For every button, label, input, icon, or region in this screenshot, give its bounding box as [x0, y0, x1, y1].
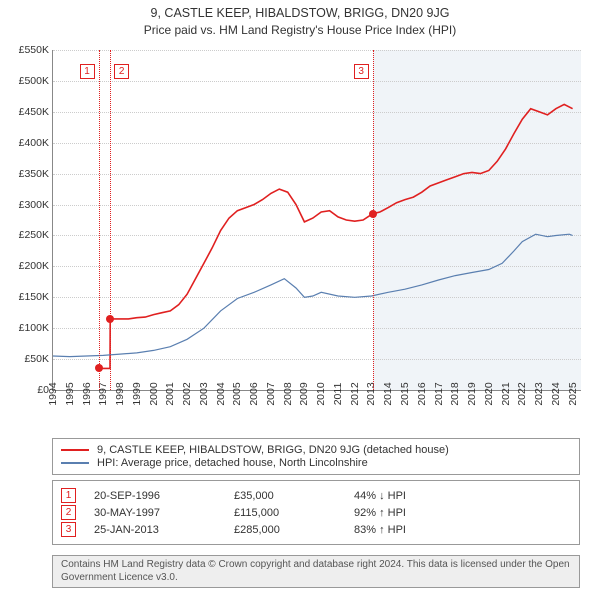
y-tick-label: £400K: [1, 137, 49, 149]
sale-date: 30-MAY-1997: [94, 507, 234, 519]
chart-svg: [53, 50, 581, 390]
chart-container: 9, CASTLE KEEP, HIBALDSTOW, BRIGG, DN20 …: [0, 0, 600, 590]
sale-date: 25-JAN-2013: [94, 524, 234, 536]
x-tick-label: 2019: [466, 382, 478, 405]
y-tick-label: £100K: [1, 322, 49, 334]
sale-row: 1 20-SEP-1996£35,00044% ↓ HPI: [61, 488, 571, 503]
sale-dot: [95, 364, 103, 372]
legend-label: HPI: Average price, detached house, Nort…: [97, 457, 368, 469]
sale-marker-icon: 1: [61, 488, 76, 503]
x-tick-label: 2012: [349, 382, 361, 405]
sales-table: 1 20-SEP-1996£35,00044% ↓ HPI 2 30-MAY-1997…: [52, 480, 580, 545]
x-tick-label: 2011: [332, 383, 344, 406]
x-tick-label: 2023: [533, 382, 545, 405]
y-tick-label: £450K: [1, 106, 49, 118]
title-sub: Price paid vs. HM Land Registry's House …: [0, 23, 600, 37]
y-tick-label: £500K: [1, 75, 49, 87]
x-tick-label: 2024: [550, 382, 562, 405]
legend-swatch: [61, 462, 89, 464]
x-tick-label: 2008: [282, 382, 294, 405]
sale-row: 2 30-MAY-1997£115,00092% ↑ HPI: [61, 505, 571, 520]
x-tick-label: 2001: [164, 382, 176, 405]
chart: £0£50K£100K£150K£200K£250K£300K£350K£400…: [52, 50, 580, 430]
legend: 9, CASTLE KEEP, HIBALDSTOW, BRIGG, DN20 …: [52, 438, 580, 475]
x-tick-label: 1996: [81, 382, 93, 405]
legend-label: 9, CASTLE KEEP, HIBALDSTOW, BRIGG, DN20 …: [97, 444, 449, 456]
legend-row: HPI: Average price, detached house, Nort…: [61, 457, 571, 469]
x-tick-label: 1994: [47, 382, 59, 405]
y-tick-label: £250K: [1, 229, 49, 241]
sale-vline: [99, 50, 100, 390]
x-tick-label: 2021: [500, 382, 512, 405]
x-tick-label: 1998: [114, 382, 126, 405]
x-tick-label: 2018: [449, 382, 461, 405]
sale-vline: [373, 50, 374, 390]
sale-marker-icon: 2: [61, 505, 76, 520]
x-tick-label: 2025: [567, 382, 579, 405]
sale-vline: [110, 50, 111, 390]
y-tick-label: £300K: [1, 199, 49, 211]
sale-marker-box: 3: [354, 64, 369, 79]
x-tick-label: 2005: [231, 382, 243, 405]
sale-dot: [369, 210, 377, 218]
x-tick-label: 2017: [433, 382, 445, 405]
x-tick-label: 2015: [399, 382, 411, 405]
y-tick-label: £0: [1, 384, 49, 396]
sale-date: 20-SEP-1996: [94, 490, 234, 502]
x-tick-label: 2004: [215, 382, 227, 405]
y-tick-label: £550K: [1, 44, 49, 56]
sale-hpi: 44% ↓ HPI: [354, 490, 571, 502]
x-tick-label: 2007: [265, 382, 277, 405]
x-tick-label: 2014: [382, 382, 394, 405]
y-tick-label: £200K: [1, 260, 49, 272]
legend-swatch: [61, 449, 89, 451]
y-tick-label: £150K: [1, 291, 49, 303]
series-line: [53, 234, 573, 356]
sale-hpi: 83% ↑ HPI: [354, 524, 571, 536]
plot-area: £0£50K£100K£150K£200K£250K£300K£350K£400…: [52, 50, 581, 391]
x-tick-label: 2000: [148, 382, 160, 405]
sale-hpi: 92% ↑ HPI: [354, 507, 571, 519]
x-tick-label: 1995: [64, 382, 76, 405]
x-tick-label: 2013: [365, 382, 377, 405]
y-tick-label: £350K: [1, 168, 49, 180]
x-tick-label: 2002: [181, 382, 193, 405]
attribution: Contains HM Land Registry data © Crown c…: [52, 555, 580, 588]
sale-marker-icon: 3: [61, 522, 76, 537]
x-tick-label: 2016: [416, 382, 428, 405]
x-tick-label: 2020: [483, 382, 495, 405]
sale-price: £115,000: [234, 507, 354, 519]
sale-marker-box: 2: [114, 64, 129, 79]
sale-row: 3 25-JAN-2013£285,00083% ↑ HPI: [61, 522, 571, 537]
x-tick-label: 2022: [516, 382, 528, 405]
x-tick-label: 2009: [298, 382, 310, 405]
x-tick-label: 1999: [131, 382, 143, 405]
sale-dot: [106, 315, 114, 323]
titles: 9, CASTLE KEEP, HIBALDSTOW, BRIGG, DN20 …: [0, 0, 600, 37]
y-tick-label: £50K: [1, 353, 49, 365]
sale-price: £285,000: [234, 524, 354, 536]
sale-price: £35,000: [234, 490, 354, 502]
x-tick-label: 2006: [248, 382, 260, 405]
legend-row: 9, CASTLE KEEP, HIBALDSTOW, BRIGG, DN20 …: [61, 444, 571, 456]
x-tick-label: 2003: [198, 382, 210, 405]
x-tick-label: 2010: [315, 382, 327, 405]
title-main: 9, CASTLE KEEP, HIBALDSTOW, BRIGG, DN20 …: [0, 6, 600, 20]
series-line: [99, 104, 573, 368]
sale-marker-box: 1: [80, 64, 95, 79]
